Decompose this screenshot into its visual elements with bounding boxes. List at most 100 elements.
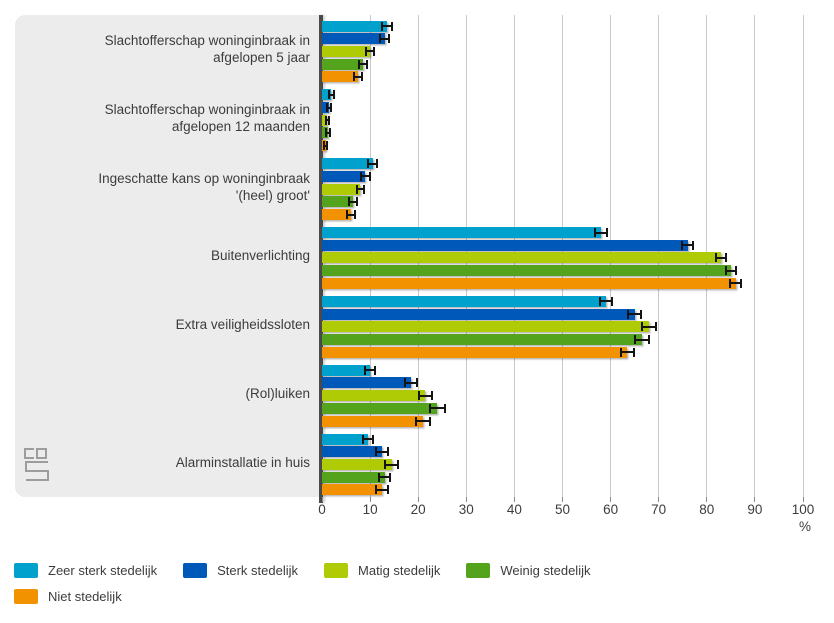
gridline <box>754 15 756 497</box>
error-bar-cap <box>431 391 434 401</box>
error-bar-cap <box>359 171 362 181</box>
error-bar <box>416 420 430 423</box>
error-bar-cap <box>368 171 371 181</box>
error-bar-cap <box>366 59 369 69</box>
error-bar-cap <box>598 296 601 306</box>
error-bar-cap <box>348 197 351 207</box>
error-bar <box>627 313 642 316</box>
x-tick <box>754 497 756 502</box>
error-bar-cap <box>725 266 728 276</box>
error-bar <box>430 407 445 410</box>
error-bar-cap <box>386 447 389 457</box>
error-bar-cap <box>324 128 327 138</box>
legend-row: Niet stedelijk <box>14 589 822 604</box>
bar <box>322 209 351 220</box>
category-label: Alarminstallatie in huis <box>15 428 320 497</box>
bar <box>322 390 426 402</box>
error-bar-cap <box>634 335 637 345</box>
error-bar-cap <box>640 309 643 319</box>
error-bar-cap <box>373 46 376 56</box>
x-tick <box>513 497 515 502</box>
error-bar <box>349 200 358 203</box>
error-bar <box>324 144 328 147</box>
x-tick <box>321 497 323 502</box>
bar <box>322 33 385 45</box>
bar <box>322 196 354 208</box>
legend-swatch <box>183 563 208 578</box>
error-bar-cap <box>327 90 330 100</box>
error-bar-cap <box>361 434 364 444</box>
error-bar-cap <box>375 159 378 169</box>
error-bar <box>360 175 370 178</box>
x-tick-label: 30 <box>458 502 474 517</box>
bar <box>322 265 731 277</box>
legend: Zeer sterk stedelijk Sterk stedelijk Matig… <box>14 563 822 615</box>
error-bar-cap <box>417 391 420 401</box>
bar <box>322 402 438 414</box>
category-label-text: Extra veiligheidssloten <box>175 317 310 333</box>
category-label: Ingeschatte kans op woninginbraak '(heel… <box>15 153 320 222</box>
error-bar <box>325 131 330 134</box>
legend-item: Niet stedelijk <box>14 589 122 604</box>
category-label-text: Slachtofferschap woninginbraak in afgelo… <box>104 33 310 66</box>
cbs-logo <box>24 448 49 481</box>
x-tick <box>562 497 563 502</box>
error-bar-cap <box>740 278 743 288</box>
x-tick <box>417 497 419 502</box>
error-bar <box>325 119 329 122</box>
error-bar-cap <box>647 335 650 345</box>
error-bar-cap <box>363 184 366 194</box>
legend-item: Zeer sterk stedelijk <box>14 563 157 578</box>
error-bar <box>716 256 727 259</box>
error-bar <box>635 338 649 341</box>
legend-swatch <box>466 563 491 578</box>
x-tick-label: 80 <box>699 502 715 517</box>
error-bar <box>327 106 332 109</box>
error-bar-cap <box>381 21 384 31</box>
error-bar <box>599 300 613 303</box>
legend-label: Weinig stedelijk <box>500 563 591 578</box>
error-bar-cap <box>390 21 393 31</box>
error-bar <box>368 162 377 165</box>
error-bar-cap <box>353 210 356 219</box>
bar <box>322 227 601 239</box>
error-bar-cap <box>377 472 380 482</box>
error-bar-cap <box>611 296 614 306</box>
error-bar <box>365 369 375 372</box>
x-tick-label: 40 <box>506 502 522 517</box>
x-tick-label: 90 <box>747 502 763 517</box>
legend-label: Niet stedelijk <box>48 589 122 604</box>
bar <box>322 321 650 333</box>
error-bar-cap <box>326 103 329 113</box>
error-bar-cap <box>415 416 418 426</box>
error-bar <box>347 213 355 216</box>
category-label-text: Alarminstallatie in huis <box>175 455 310 471</box>
error-bar-cap <box>328 128 331 138</box>
error-bar-cap <box>346 210 348 219</box>
error-bar-cap <box>324 115 327 125</box>
error-bar <box>379 37 390 40</box>
error-bar-cap <box>352 72 355 82</box>
error-bar <box>726 269 736 272</box>
category-label: Slachtofferschap woninginbraak in afgelo… <box>15 15 320 84</box>
bar <box>322 346 628 358</box>
bar <box>322 308 635 320</box>
error-bar-cap <box>416 378 419 388</box>
bar <box>322 89 332 101</box>
category-label: (Rol)luiken <box>15 359 320 428</box>
bar <box>322 295 606 307</box>
bar <box>322 252 722 264</box>
error-bar-cap <box>355 184 358 194</box>
bar <box>322 364 371 376</box>
legend-item: Matig stedelijk <box>324 563 440 578</box>
bar <box>322 277 736 289</box>
x-tick <box>465 497 467 502</box>
x-tick <box>802 497 804 502</box>
legend-swatch <box>324 563 349 578</box>
x-tick-label: 70 <box>651 502 667 517</box>
category-label-text: Buitenverlichting <box>210 248 310 264</box>
error-bar <box>385 463 398 466</box>
bar <box>322 433 368 445</box>
error-bar <box>356 188 365 191</box>
error-bar <box>404 381 418 384</box>
